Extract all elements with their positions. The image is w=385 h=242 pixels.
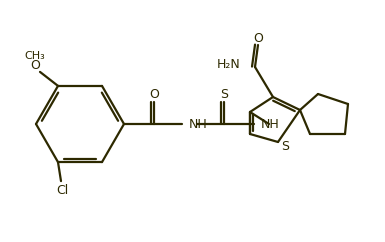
Text: H₂N: H₂N [217,59,241,71]
Text: CH₃: CH₃ [25,51,45,61]
Text: O: O [30,59,40,72]
Text: S: S [281,141,289,153]
Text: S: S [220,89,228,101]
Text: NH: NH [261,118,280,130]
Text: O: O [149,89,159,101]
Text: O: O [253,31,263,45]
Text: NH: NH [189,118,208,130]
Text: Cl: Cl [56,184,68,197]
